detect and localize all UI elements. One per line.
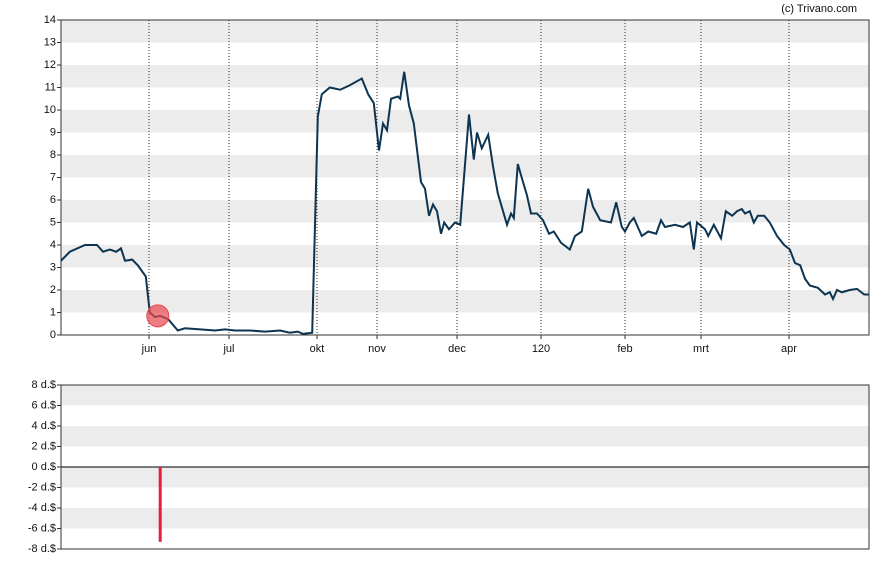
y-tick-label: 2 — [50, 284, 56, 296]
y-tick-label: 10 — [44, 104, 56, 116]
y-tick-label: 5 — [50, 216, 56, 228]
y-tick-label: 13 — [44, 36, 56, 48]
x-tick-label: mrt — [693, 343, 709, 355]
x-tick-label: 120 — [532, 343, 550, 355]
grid-band — [61, 65, 869, 88]
x-tick-label: jul — [222, 343, 234, 355]
y-tick-label: 4 — [50, 239, 56, 251]
y-tick-label: 14 — [44, 14, 56, 26]
y-tick-label: -6 d.$ — [28, 522, 56, 534]
y-tick-label: 2 d.$ — [32, 440, 56, 452]
x-tick-label: dec — [448, 343, 466, 355]
y-tick-label: 0 d.$ — [32, 461, 56, 473]
y-tick-label: -8 d.$ — [28, 543, 56, 555]
x-tick-label: nov — [368, 343, 386, 355]
y-tick-label: 0 — [50, 329, 56, 341]
y-tick-label: 6 — [50, 194, 56, 206]
y-tick-label: 11 — [45, 81, 56, 93]
grid-band — [61, 20, 869, 43]
y-tick-label: 3 — [50, 261, 56, 273]
x-tick-label: feb — [617, 343, 632, 355]
grid-band — [61, 385, 869, 406]
grid-band — [61, 200, 869, 223]
source-credit: (c) Trivano.com — [781, 3, 857, 15]
price-line — [60, 71, 869, 335]
grid-band — [61, 245, 869, 268]
y-tick-label: 7 — [50, 171, 56, 183]
y-tick-label: 1 — [50, 306, 56, 318]
x-tick-label: apr — [781, 343, 797, 355]
y-tick-label: -2 d.$ — [28, 481, 56, 493]
y-tick-label: 8 — [50, 149, 56, 161]
x-tick-label: okt — [310, 343, 325, 355]
plot-frame — [60, 384, 870, 550]
trade-marker — [146, 304, 170, 328]
grid-band — [61, 426, 869, 447]
grid-band — [61, 290, 869, 313]
plot-frame — [60, 19, 870, 336]
y-tick-label: 4 d.$ — [32, 420, 56, 432]
y-tick-label: 6 d.$ — [32, 399, 56, 411]
x-tick-label: jun — [141, 343, 157, 355]
y-tick-label: 9 — [50, 126, 56, 138]
y-tick-label: 8 d.$ — [32, 379, 56, 391]
y-tick-label: -4 d.$ — [28, 502, 56, 514]
grid-band — [61, 110, 869, 133]
bar — [158, 467, 162, 542]
y-tick-label: 12 — [44, 59, 56, 71]
grid-band — [61, 467, 869, 488]
grid-band — [61, 508, 869, 529]
